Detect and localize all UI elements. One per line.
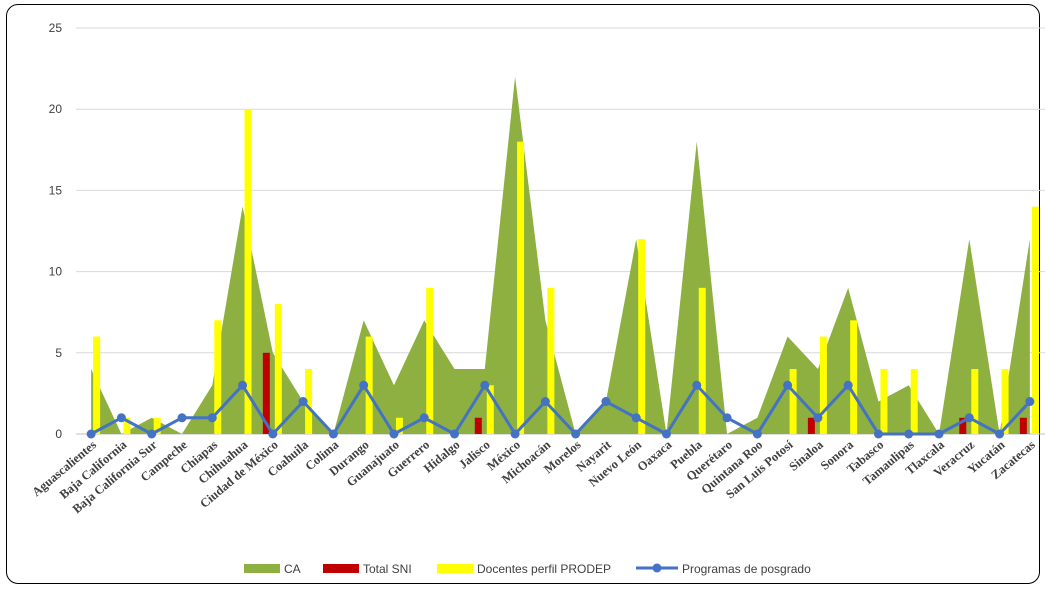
prodep-bar <box>214 320 222 434</box>
posgrado-point <box>298 397 308 407</box>
posgrado-point <box>692 380 702 390</box>
posgrado-line <box>86 380 1035 439</box>
prodep-bar <box>638 239 646 434</box>
legend-label-ca: CA <box>284 562 301 576</box>
posgrado-point <box>177 413 187 423</box>
prodep-bar <box>910 369 918 434</box>
posgrado-point <box>359 380 369 390</box>
posgrado-point <box>571 429 581 439</box>
prodep-bar <box>1001 369 1009 434</box>
posgrado-point <box>510 429 520 439</box>
legend-label-posgrado: Programas de posgrado <box>682 562 811 576</box>
posgrado-point <box>268 429 278 439</box>
prodep-bar <box>517 141 525 434</box>
x-tick-label: Sinaloa <box>786 437 826 474</box>
prodep-bar <box>486 385 494 434</box>
prodep-bar <box>426 287 434 434</box>
posgrado-point <box>843 380 853 390</box>
ca-area <box>91 76 1030 434</box>
posgrado-point <box>722 413 732 423</box>
sni-bar <box>1019 417 1027 434</box>
prodep-bar <box>274 304 282 434</box>
x-tick-label: Oaxaca <box>635 437 675 474</box>
y-tick-label: 25 <box>49 21 63 35</box>
legend-label-prodep: Docentes perfil PRODEP <box>477 562 611 576</box>
sni-bar <box>959 417 967 434</box>
prodep-bar <box>698 287 706 434</box>
posgrado-point <box>752 429 762 439</box>
posgrado-point <box>631 413 641 423</box>
posgrado-point <box>480 380 490 390</box>
prodep-bar <box>547 287 555 434</box>
posgrado-point <box>450 429 460 439</box>
posgrado-point <box>389 429 399 439</box>
posgrado-point <box>964 413 974 423</box>
ca-area-fill <box>91 76 1030 434</box>
prodep-bar <box>850 320 858 434</box>
posgrado-point <box>661 429 671 439</box>
legend-swatch-sni <box>323 564 359 573</box>
posgrado-point <box>783 380 793 390</box>
prodep-bar <box>153 417 161 434</box>
prodep-bar <box>395 417 403 434</box>
sni-bar <box>474 417 482 434</box>
prodep-bar <box>880 369 888 434</box>
posgrado-point <box>238 380 248 390</box>
bars <box>93 109 1039 434</box>
posgrado-point <box>147 429 157 439</box>
posgrado-point <box>813 413 823 423</box>
legend-swatch-ca <box>244 564 280 573</box>
prodep-bar <box>244 109 252 434</box>
posgrado-point <box>207 413 217 423</box>
prodep-bar <box>971 369 979 434</box>
prodep-bar <box>123 417 131 434</box>
legend-marker-posgrado <box>652 563 662 573</box>
prodep-bar <box>819 336 827 434</box>
posgrado-point <box>601 397 611 407</box>
prodep-bar <box>305 369 313 434</box>
sni-bar <box>262 352 270 434</box>
posgrado-point <box>934 429 944 439</box>
legend: CA Total SNI Docentes perfil PRODEP Program… <box>244 562 811 576</box>
prodep-bar <box>1031 206 1039 434</box>
posgrado-point <box>419 413 429 423</box>
prodep-bar <box>93 336 101 434</box>
posgrado-point <box>86 429 96 439</box>
legend-swatch-prodep <box>437 564 473 573</box>
y-tick-label: 15 <box>49 183 63 197</box>
posgrado-point <box>995 429 1005 439</box>
posgrado-point <box>1025 397 1035 407</box>
posgrado-point <box>873 429 883 439</box>
y-tick-label: 5 <box>55 346 62 360</box>
posgrado-point <box>328 429 338 439</box>
y-tick-label: 0 <box>55 427 62 441</box>
posgrado-polyline <box>90 383 1031 436</box>
posgrado-point <box>904 429 914 439</box>
prodep-bar <box>789 369 797 434</box>
legend-label-sni: Total SNI <box>363 562 412 576</box>
prodep-bar <box>365 336 373 434</box>
y-tick-label: 20 <box>49 102 63 116</box>
posgrado-point <box>540 397 550 407</box>
sni-bar <box>807 417 815 434</box>
posgrado-point <box>116 413 126 423</box>
y-tick-label: 10 <box>49 265 63 279</box>
